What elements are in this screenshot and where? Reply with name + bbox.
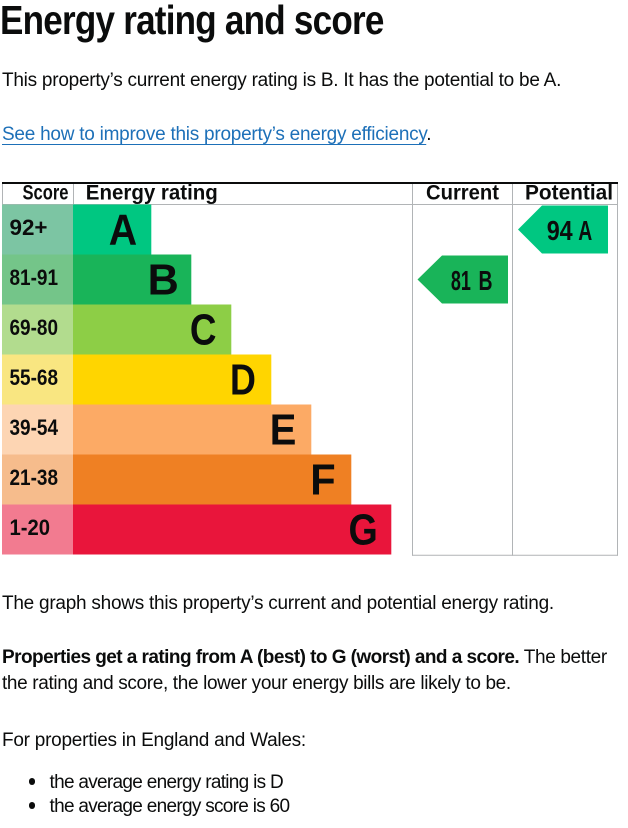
svg-text:21-38: 21-38	[10, 465, 59, 490]
svg-text:G: G	[349, 507, 378, 555]
svg-text:81-91: 81-91	[10, 265, 59, 290]
svg-text:B: B	[479, 265, 493, 296]
svg-text:Current: Current	[426, 182, 499, 205]
svg-text:55-68: 55-68	[10, 365, 59, 390]
svg-text:D: D	[230, 357, 256, 405]
svg-text:Energy rating: Energy rating	[86, 182, 218, 205]
svg-text:A: A	[578, 215, 592, 246]
svg-text:E: E	[270, 407, 297, 455]
svg-text:39-54: 39-54	[10, 415, 59, 440]
svg-text:1-20: 1-20	[10, 515, 51, 540]
svg-text:A: A	[109, 207, 137, 255]
svg-text:94: 94	[547, 215, 574, 246]
svg-text:81: 81	[451, 265, 471, 296]
svg-text:Score: Score	[23, 182, 69, 205]
svg-text:92+: 92+	[10, 215, 48, 240]
svg-text:F: F	[310, 457, 335, 505]
svg-text:B: B	[148, 257, 179, 305]
svg-text:69-80: 69-80	[10, 315, 59, 340]
svg-text:C: C	[190, 307, 217, 355]
svg-text:Potential: Potential	[525, 182, 613, 205]
